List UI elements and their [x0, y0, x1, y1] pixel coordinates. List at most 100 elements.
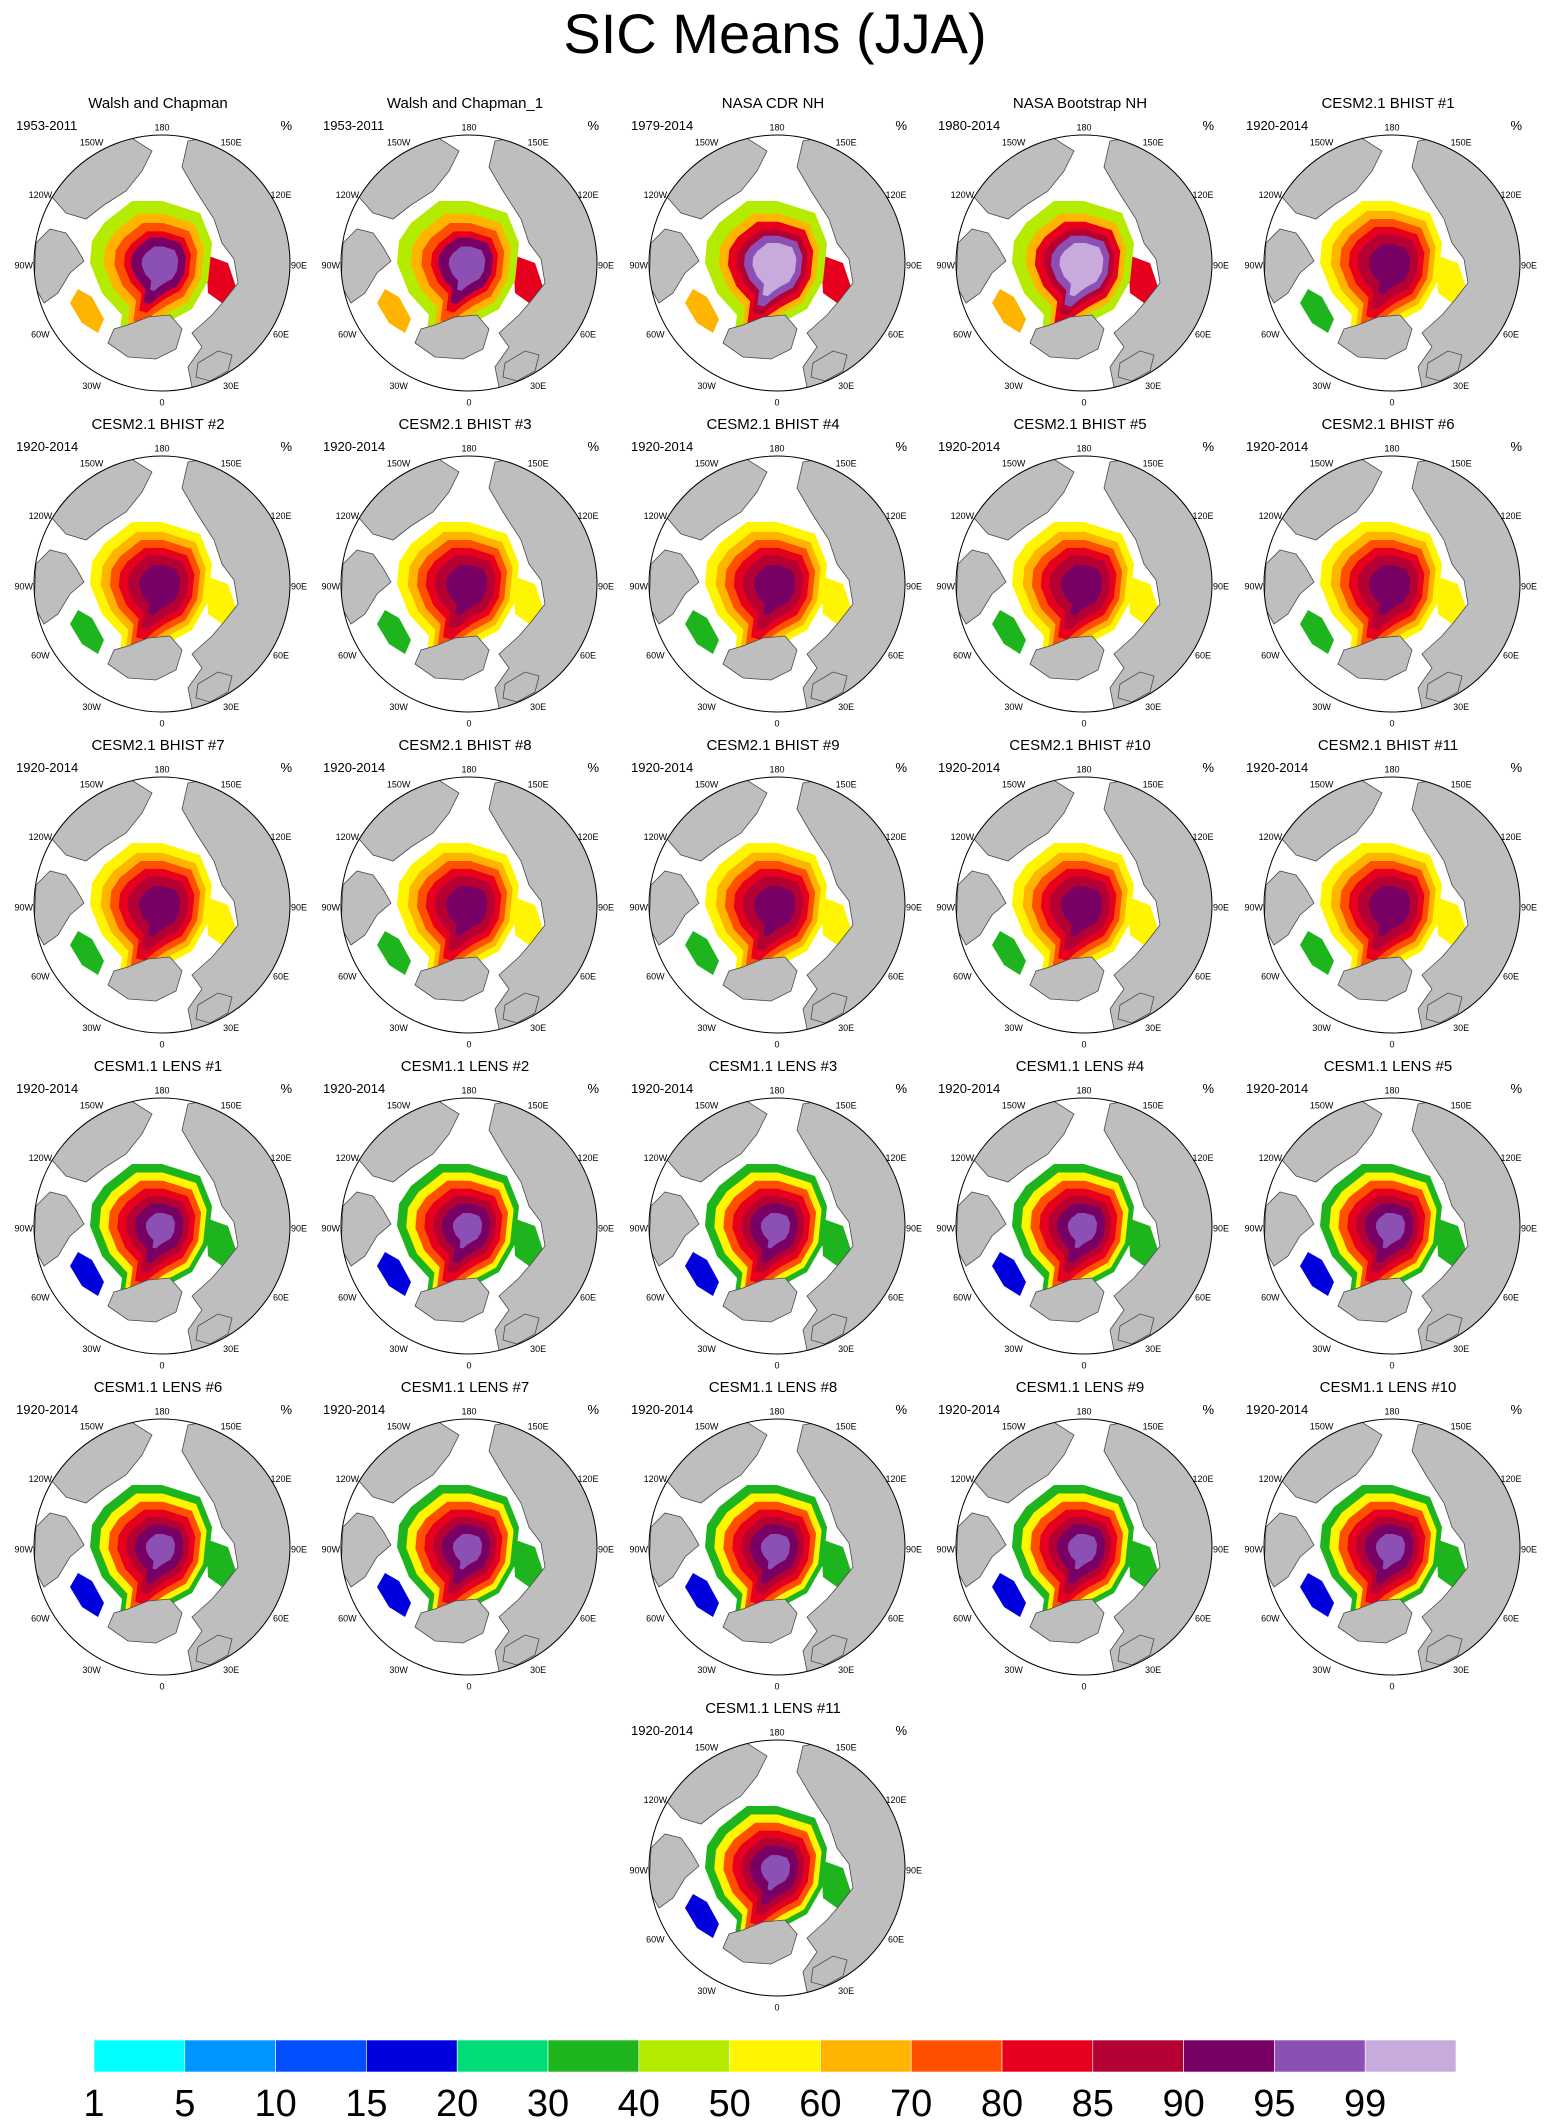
longitude-label: 150E — [221, 780, 242, 790]
longitude-label: 180 — [1076, 443, 1091, 453]
longitude-label: 150W — [1002, 1101, 1026, 1111]
map-frame — [648, 1418, 906, 1676]
panel-unit: % — [1510, 760, 1522, 775]
colorbar-swatch — [729, 2039, 821, 2073]
sea-ice-baffin — [992, 931, 1026, 975]
land-mass — [796, 1419, 905, 1674]
colorbar-tick-label: 15 — [345, 2083, 387, 2124]
sea-ice-band — [445, 565, 488, 616]
longitude-label: 180 — [461, 122, 476, 132]
land-mass — [1264, 1512, 1315, 1588]
longitude-label: 120W — [1259, 1474, 1283, 1484]
longitude-label: 90E — [291, 1224, 307, 1234]
land-mass — [1337, 1598, 1413, 1644]
map-frame — [1263, 134, 1521, 392]
sea-ice-baffin — [992, 1252, 1026, 1296]
colorbar-swatch — [275, 2039, 367, 2073]
panel-unit: % — [587, 439, 599, 454]
sea-ice-kara — [1128, 897, 1158, 945]
panel-period: 1920-2014 — [1246, 1402, 1309, 1417]
land-mass — [956, 1512, 1007, 1588]
longitude-label: 150E — [1143, 138, 1164, 148]
polar-map: 180 150E 120E 90E 60E 30E 0 30W 60W 90W 120W 150W — [322, 1085, 614, 1370]
sea-ice-band — [1067, 1533, 1098, 1570]
longitude-label: 0 — [1081, 1682, 1086, 1692]
longitude-label: 180 — [461, 1085, 476, 1095]
land-mass — [1411, 456, 1520, 711]
longitude-label: 60W — [646, 1614, 665, 1624]
longitude-label: 120E — [578, 190, 599, 200]
sea-ice-baffin — [1300, 610, 1334, 654]
sea-ice-band — [452, 1212, 483, 1249]
longitude-label: 60W — [953, 972, 972, 982]
land-mass — [810, 992, 848, 1024]
map-frame — [648, 776, 906, 1034]
longitude-label: 30E — [1145, 1665, 1161, 1675]
longitude-label: 30W — [389, 702, 408, 712]
map-frame — [648, 1739, 906, 1997]
longitude-label: 150W — [695, 1743, 719, 1753]
longitude-label: 120E — [886, 1474, 907, 1484]
longitude-label: 60E — [273, 1293, 289, 1303]
longitude-label: 0 — [1081, 1361, 1086, 1371]
sea-ice-baffin — [377, 1252, 411, 1296]
land-mass — [1337, 314, 1413, 360]
longitude-label: 120W — [1259, 511, 1283, 521]
land-mass — [649, 549, 700, 625]
land-mass — [341, 1191, 392, 1267]
polar-map: 180 150E 120E 90E 60E 30E 0 30W 60W 90W 120W 150W — [937, 122, 1229, 407]
longitude-label: 180 — [461, 764, 476, 774]
panel-title: CESM2.1 BHIST #4 — [706, 416, 840, 433]
colorbar-swatch — [910, 2039, 1003, 2073]
longitude-label: 90W — [630, 582, 649, 592]
longitude-label: 60E — [273, 1614, 289, 1624]
panel-period: 1920-2014 — [323, 760, 386, 775]
longitude-label: 0 — [1389, 1682, 1394, 1692]
panel-period: 1920-2014 — [938, 1402, 1001, 1417]
panel-period: 1920-2014 — [16, 1402, 79, 1417]
longitude-label: 60E — [888, 1935, 904, 1945]
land-mass — [488, 135, 597, 390]
map-panel: 180 150E 120E 90E 60E 30E 0 30W 60W 90W 120W 150W CE… — [315, 737, 615, 1057]
longitude-label: 150E — [221, 138, 242, 148]
sea-ice-kara — [206, 1218, 236, 1266]
map-frame — [1263, 1418, 1521, 1676]
sea-ice-kara — [1436, 897, 1466, 945]
longitude-label: 60W — [31, 330, 50, 340]
land-mass — [195, 671, 233, 703]
longitude-label: 60E — [1503, 1293, 1519, 1303]
map-panel: 180 150E 120E 90E 60E 30E 0 30W 60W 90W 120W 150W NA… — [623, 95, 923, 415]
longitude-label: 60W — [646, 972, 665, 982]
panel-title: CESM1.1 LENS #11 — [705, 1700, 841, 1717]
longitude-label: 60E — [1195, 972, 1211, 982]
sea-ice-kara — [1128, 255, 1158, 303]
longitude-label: 30E — [223, 702, 239, 712]
land-mass — [34, 870, 85, 946]
land-mass — [34, 1191, 85, 1267]
longitude-label: 60W — [338, 972, 357, 982]
longitude-label: 90E — [1213, 1224, 1229, 1234]
longitude-label: 120W — [951, 190, 975, 200]
panel-period: 1920-2014 — [631, 1081, 694, 1096]
panel-title: CESM1.1 LENS #7 — [400, 1379, 530, 1396]
longitude-label: 90E — [291, 903, 307, 913]
panel-period: 1920-2014 — [1246, 118, 1309, 133]
longitude-label: 90W — [1245, 582, 1264, 592]
longitude-label: 90W — [322, 1545, 341, 1555]
polar-map: 180 150E 120E 90E 60E 30E 0 30W 60W 90W 120W 150W — [937, 443, 1229, 728]
longitude-label: 30E — [1453, 381, 1469, 391]
longitude-label: 180 — [154, 122, 169, 132]
map-frame — [648, 134, 906, 392]
colorbar-swatch — [93, 2039, 186, 2073]
sea-ice-baffin — [1300, 1573, 1334, 1617]
colorbar-tick-label: 1 — [83, 2083, 104, 2124]
polar-map: 180 150E 120E 90E 60E 30E 0 30W 60W 90W 120W 150W — [630, 1406, 922, 1691]
longitude-label: 90E — [291, 582, 307, 592]
longitude-label: 60E — [1195, 651, 1211, 661]
panel-unit: % — [1510, 439, 1522, 454]
map-frame — [340, 455, 598, 713]
longitude-label: 150E — [528, 459, 549, 469]
map-panel: 180 150E 120E 90E 60E 30E 0 30W 60W 90W 120W 150W CE… — [8, 1379, 308, 1699]
longitude-label: 60W — [953, 1614, 972, 1624]
land-mass — [107, 314, 183, 360]
